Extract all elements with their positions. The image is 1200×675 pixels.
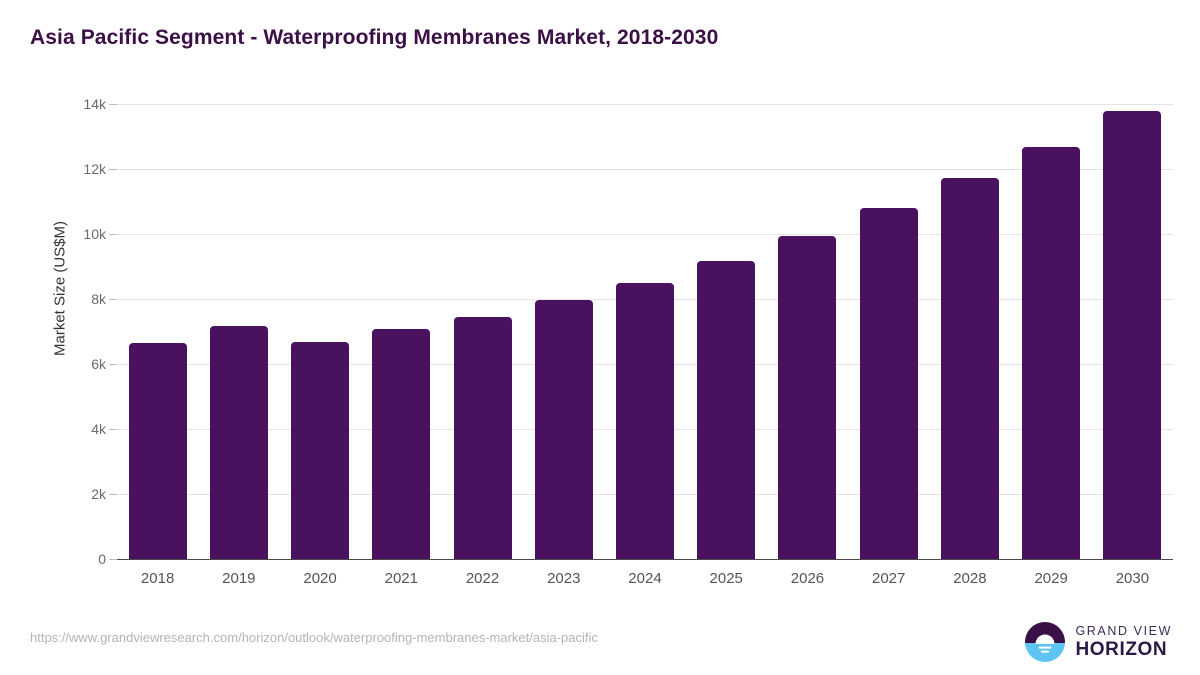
y-tick-label: 6k bbox=[91, 356, 106, 372]
y-tick-mark bbox=[109, 169, 117, 170]
y-tick-label: 8k bbox=[91, 291, 106, 307]
gridline bbox=[117, 234, 1173, 235]
x-tick-label-2022: 2022 bbox=[465, 570, 500, 587]
bar-2022[interactable] bbox=[453, 316, 512, 559]
x-tick-label-2018: 2018 bbox=[140, 570, 175, 587]
y-tick-mark bbox=[109, 559, 117, 560]
x-tick-label-2026: 2026 bbox=[790, 570, 825, 587]
x-tick-label-2020: 2020 bbox=[303, 570, 337, 587]
page-title: Asia Pacific Segment - Waterproofing Mem… bbox=[30, 26, 719, 49]
x-tick-label-2023: 2023 bbox=[547, 570, 581, 587]
x-tick-label-2019: 2019 bbox=[222, 570, 256, 587]
bar-2029[interactable] bbox=[1022, 146, 1081, 559]
bar-2028[interactable] bbox=[940, 178, 999, 559]
bar-2024[interactable] bbox=[616, 283, 674, 559]
source-url[interactable]: https://www.grandviewresearch.com/horizo… bbox=[30, 630, 598, 645]
gridline bbox=[117, 104, 1173, 105]
x-tick-label-2024: 2024 bbox=[628, 570, 662, 587]
x-tick-label-2025: 2025 bbox=[709, 570, 743, 587]
logo-line-2: HORIZON bbox=[1075, 639, 1168, 661]
x-tick-label-2021: 2021 bbox=[384, 570, 418, 587]
bar-2030[interactable] bbox=[1103, 111, 1162, 559]
y-axis-title: Market Size (US$M) bbox=[51, 220, 69, 357]
y-tick-label: 4k bbox=[91, 421, 106, 437]
y-tick-mark bbox=[109, 299, 117, 300]
bar-2018[interactable] bbox=[128, 342, 187, 559]
x-axis-line bbox=[117, 559, 1173, 561]
x-tick-label-2030: 2030 bbox=[1115, 570, 1150, 587]
bar-2025[interactable] bbox=[697, 260, 756, 559]
bar-2021[interactable] bbox=[372, 328, 431, 559]
y-tick-label: 10k bbox=[83, 226, 106, 242]
logo-wordmark: GRAND VIEW HORIZON bbox=[1075, 625, 1172, 660]
grand-view-horizon-logo[interactable]: GRAND VIEW HORIZON bbox=[1024, 620, 1172, 664]
gridline bbox=[117, 169, 1173, 170]
bar-2027[interactable] bbox=[859, 208, 918, 559]
bar-2026[interactable] bbox=[778, 235, 837, 559]
x-tick-label-2028: 2028 bbox=[953, 570, 987, 587]
y-tick-mark bbox=[109, 104, 117, 105]
bar-2019[interactable] bbox=[209, 325, 268, 559]
y-tick-mark bbox=[109, 364, 117, 365]
y-tick-mark bbox=[109, 429, 117, 430]
y-tick-label: 0 bbox=[98, 551, 106, 567]
bar-2023[interactable] bbox=[534, 299, 593, 559]
x-tick-label-2027: 2027 bbox=[871, 570, 906, 587]
y-tick-label: 14k bbox=[83, 96, 106, 112]
y-tick-mark bbox=[109, 494, 117, 495]
y-tick-label: 12k bbox=[83, 161, 106, 177]
y-tick-mark bbox=[109, 234, 117, 235]
horizon-sun-icon bbox=[1024, 621, 1066, 663]
x-tick-label-2029: 2029 bbox=[1034, 570, 1068, 587]
y-tick-label: 2k bbox=[91, 486, 106, 502]
bar-2020[interactable] bbox=[291, 341, 350, 559]
logo-line-1: GRAND VIEW bbox=[1075, 623, 1172, 638]
